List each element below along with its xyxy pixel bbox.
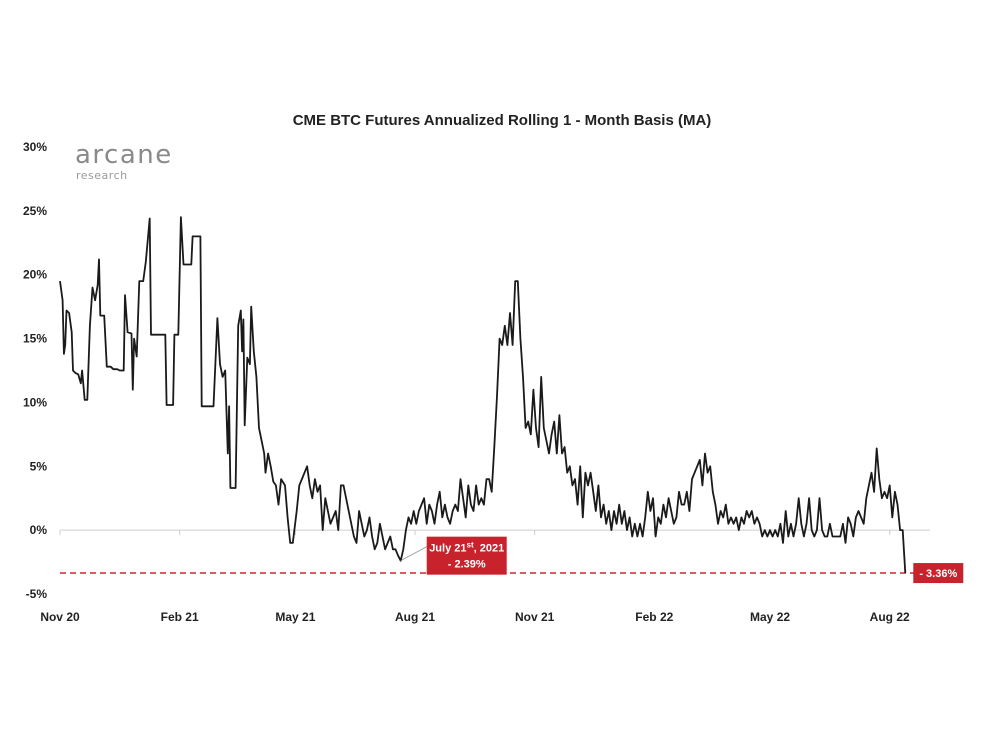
x-tick-label: Aug 21 [395,610,435,624]
y-tick-label: 25% [23,204,47,218]
y-tick-label: 0% [30,523,48,537]
annotation-value: - 2.39% [448,559,486,571]
y-tick-label: 30% [23,140,47,154]
annotation-july-2021: July 21st, 2021 - 2.39% [400,536,507,575]
x-tick-label: May 22 [750,610,790,624]
x-tick-label: Nov 20 [40,610,80,624]
y-tick-label: 5% [30,459,48,473]
annotation-box-latest [913,563,964,584]
x-tick-label: May 21 [275,610,315,624]
chart-title: CME BTC Futures Annualized Rolling 1 - M… [293,112,712,129]
annotation-box [426,536,507,575]
arcane-logo: arcane research [75,140,173,182]
y-tick-label: 10% [23,395,47,409]
x-tick-label: Aug 22 [870,610,910,624]
logo-subtitle: research [76,169,128,182]
x-axis: Nov 20 Feb 21 May 21 Aug 21 Nov 21 Feb 22 May … [40,530,910,624]
y-tick-label: 15% [23,332,47,346]
annotation-latest-value: - 3.36% [919,568,957,580]
x-tick-label: Feb 22 [635,610,673,624]
annotation-date: July 21st, 2021 [429,541,504,555]
annotation-latest: - 3.36% [913,563,964,584]
y-axis: 30% 25% 20% 15% 10% 5% 0% -5% [23,140,47,601]
logo-wordmark: arcane [75,140,173,170]
x-tick-label: Feb 21 [161,610,199,624]
series-line-basis [59,216,907,574]
y-tick-label: 20% [23,268,47,282]
x-tick-label: Nov 21 [515,610,555,624]
annotation-date-year: , 2021 [474,543,505,555]
annotation-leader [400,546,427,562]
annotation-date-suffix: st [467,541,474,550]
y-tick-label: -5% [26,587,48,601]
annotation-date-main: July 21 [429,543,466,555]
